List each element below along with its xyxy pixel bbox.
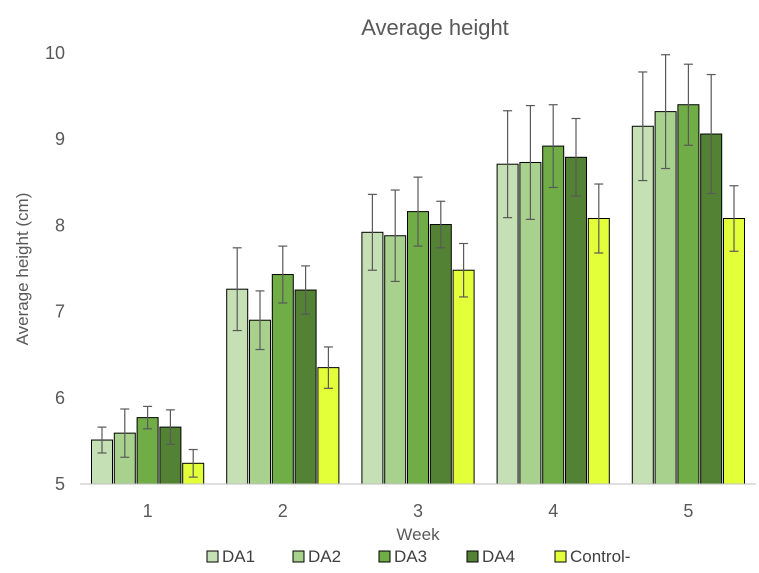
bar — [587, 218, 610, 485]
legend-label: DA3 — [394, 547, 427, 566]
legend-label: Control- — [570, 547, 630, 566]
y-tick-label: 10 — [45, 43, 65, 63]
bar — [452, 269, 475, 485]
bar — [565, 156, 587, 485]
y-tick-label: 8 — [55, 215, 65, 235]
x-tick-label: 2 — [278, 501, 288, 521]
bar — [407, 211, 429, 485]
legend-label: DA2 — [308, 547, 341, 566]
legend-swatch — [206, 550, 219, 563]
legend-swatch — [466, 550, 479, 563]
legend-label: DA1 — [222, 547, 255, 566]
bar — [271, 274, 294, 485]
bar — [677, 104, 700, 485]
plot-area — [91, 54, 745, 485]
legend-swatch — [554, 550, 567, 563]
y-axis-label: Average height (cm) — [13, 193, 32, 346]
y-tick-label: 9 — [55, 129, 65, 149]
x-tick-label: 3 — [413, 501, 423, 521]
bar — [542, 145, 565, 485]
bar — [429, 224, 452, 485]
bar — [294, 289, 317, 485]
x-tick-label: 1 — [143, 501, 153, 521]
bar — [723, 218, 745, 485]
x-axis-label: Week — [396, 525, 440, 544]
legend-label: DA4 — [482, 547, 515, 566]
chart-title: Average height — [361, 15, 509, 40]
x-tick-label: 5 — [683, 501, 693, 521]
y-tick-label: 5 — [55, 474, 65, 494]
legend: DA1 DA2 DA3 DA4 Control- — [206, 547, 630, 566]
x-tick-label: 4 — [548, 501, 558, 521]
x-axis: 1 2 3 4 5 — [143, 501, 694, 521]
legend-swatch — [292, 550, 305, 563]
y-tick-label: 7 — [55, 302, 65, 322]
y-tick-label: 6 — [55, 388, 65, 408]
y-axis: 5 6 7 8 9 10 — [45, 43, 65, 494]
legend-swatch — [378, 550, 391, 563]
